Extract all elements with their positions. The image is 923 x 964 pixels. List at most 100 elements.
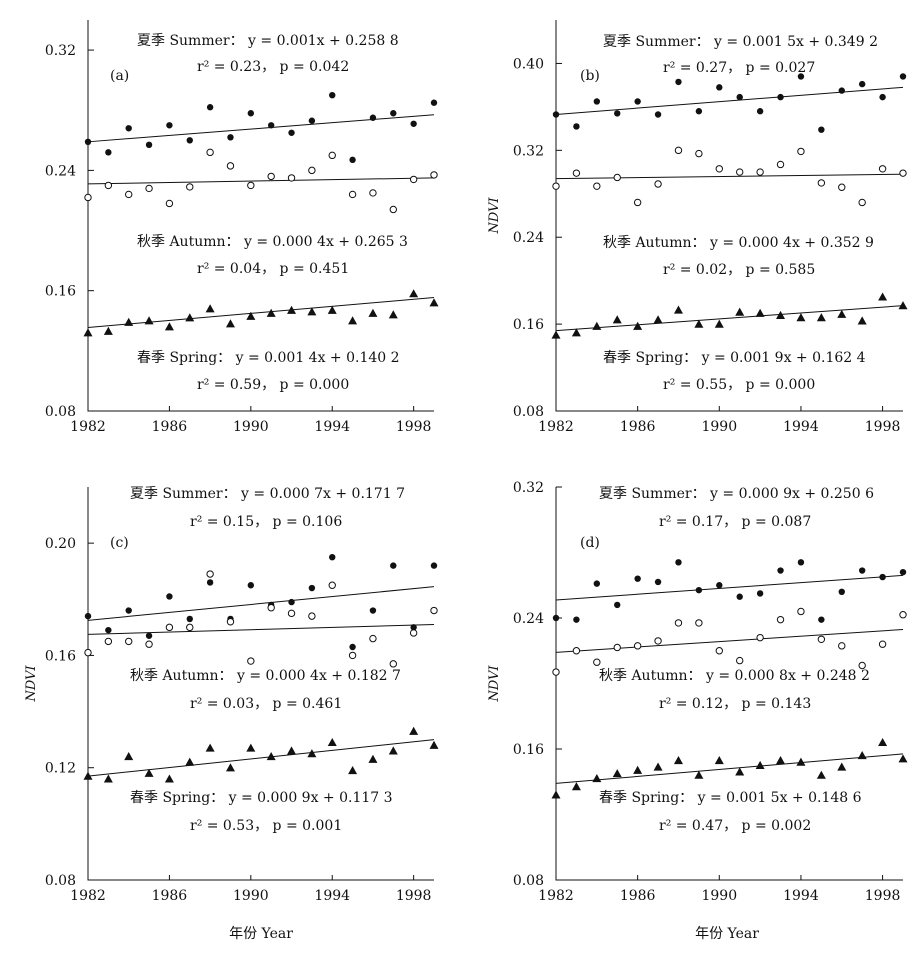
- spring-point: [368, 308, 378, 317]
- autumn-point: [633, 642, 642, 650]
- spring-point: [327, 737, 337, 747]
- summer-point: [654, 578, 662, 586]
- summer-point: [410, 624, 417, 631]
- autumn-point: [328, 581, 336, 589]
- panel-a: 0.08 0.16 0.24 0.32 1982 1986 1990 1994 1998 (a) 夏…: [45, 20, 439, 435]
- regression-equation: 秋季 Autumn： y = 0.000 4x + 0.182 7: [130, 668, 401, 684]
- spring-point: [388, 310, 398, 319]
- autumn-point: [674, 146, 683, 155]
- summer-point: [777, 93, 784, 101]
- trend-line-open-circle: [555, 173, 904, 180]
- summer-point: [552, 614, 560, 622]
- autumn-point: [186, 183, 194, 191]
- x-axis-label: 年份 Year: [229, 926, 293, 942]
- autumn-point: [430, 606, 438, 615]
- autumn-point: [838, 183, 846, 191]
- regression-equation: 春季 Spring： y = 0.001 4x + 0.140 2: [137, 350, 400, 366]
- autumn-point: [756, 633, 764, 642]
- spring-point: [633, 765, 643, 774]
- summer-point: [736, 593, 743, 600]
- spring-point: [653, 315, 663, 324]
- spring-point: [287, 746, 297, 755]
- autumn-point: [328, 151, 336, 160]
- autumn-point: [838, 642, 846, 650]
- trend-line-filled-triangle: [555, 305, 904, 332]
- y-tick-label: 0.20: [45, 536, 76, 552]
- trend-line-filled-circle: [555, 86, 904, 115]
- x-tick-label: 1986: [152, 888, 188, 904]
- spring-point: [551, 790, 561, 799]
- summer-point: [84, 612, 92, 620]
- spring-point: [612, 315, 622, 324]
- spring-point: [185, 313, 195, 322]
- y-tick-label: 0.08: [45, 404, 76, 420]
- autumn-point: [104, 181, 113, 190]
- autumn-point: [226, 162, 235, 170]
- spring-point: [83, 771, 93, 780]
- summer-point: [186, 137, 193, 144]
- spring-point: [246, 311, 256, 320]
- autumn-point: [267, 604, 275, 612]
- autumn-point: [858, 661, 866, 670]
- summer-point: [105, 149, 112, 156]
- panel-letter: (c): [110, 535, 129, 551]
- y-tick-label: 0.40: [513, 56, 544, 72]
- summer-point: [879, 93, 886, 101]
- spring-point: [735, 307, 745, 316]
- summer-point: [675, 559, 682, 566]
- autumn-point: [226, 618, 235, 626]
- regression-equation: 夏季 Summer： y = 0.001x + 0.258 8: [137, 33, 399, 49]
- spring-point: [776, 310, 786, 320]
- spring-point: [796, 757, 806, 766]
- trend-line-open-circle: [555, 628, 904, 653]
- autumn-point: [84, 193, 92, 202]
- autumn-point: [145, 184, 153, 193]
- spring-point: [83, 328, 93, 337]
- summer-point: [736, 93, 743, 101]
- spring-point: [898, 301, 908, 310]
- x-tick-label: 1982: [70, 419, 106, 435]
- trend-line-open-circle: [87, 624, 435, 635]
- spring-point: [816, 313, 826, 322]
- regression-stats: r² = 0.15， p = 0.106: [190, 514, 342, 530]
- spring-point: [164, 322, 174, 331]
- spring-point: [368, 754, 378, 763]
- trend-line-filled-circle: [555, 574, 904, 601]
- autumn-point: [756, 168, 764, 176]
- x-tick-label: 1982: [538, 419, 574, 435]
- spring-point: [735, 767, 745, 776]
- autumn-point: [145, 640, 153, 648]
- y-tick-label: 0.16: [45, 284, 76, 300]
- regression-equation: 春季 Spring： y = 0.001 9x + 0.162 4: [603, 350, 866, 366]
- autumn-point: [186, 623, 194, 632]
- panel-letter: (d): [580, 535, 600, 551]
- regression-equation: 夏季 Summer： y = 0.001 5x + 0.349 2: [603, 34, 878, 50]
- summer-point: [695, 586, 703, 594]
- spring-point: [571, 328, 581, 337]
- summer-point: [675, 78, 682, 86]
- summer-point: [634, 98, 641, 105]
- autumn-point: [613, 173, 621, 182]
- summer-point: [430, 562, 438, 569]
- autumn-point: [348, 651, 357, 660]
- summer-point: [349, 643, 356, 651]
- spring-point: [327, 305, 337, 314]
- autumn-point: [593, 658, 601, 666]
- summer-point: [145, 141, 153, 149]
- x-tick-label: 1986: [620, 888, 656, 904]
- trend-line-filled-circle: [87, 114, 435, 143]
- regression-stats: r² = 0.02， p = 0.585: [663, 262, 815, 278]
- panel-c: 0.08 0.12 0.16 0.20 1982 1986 1990 1994 1998 NDVI…: [24, 486, 439, 904]
- spring-point: [633, 321, 643, 330]
- summer-point: [858, 567, 866, 574]
- spring-point: [266, 751, 276, 761]
- x-tick-label: 1998: [865, 888, 901, 904]
- autumn-point: [247, 181, 255, 190]
- autumn-point: [878, 165, 887, 173]
- autumn-point: [736, 168, 744, 176]
- autumn-point: [84, 648, 92, 657]
- autumn-point: [736, 656, 744, 665]
- summer-point: [818, 616, 825, 623]
- spring-point: [571, 782, 581, 791]
